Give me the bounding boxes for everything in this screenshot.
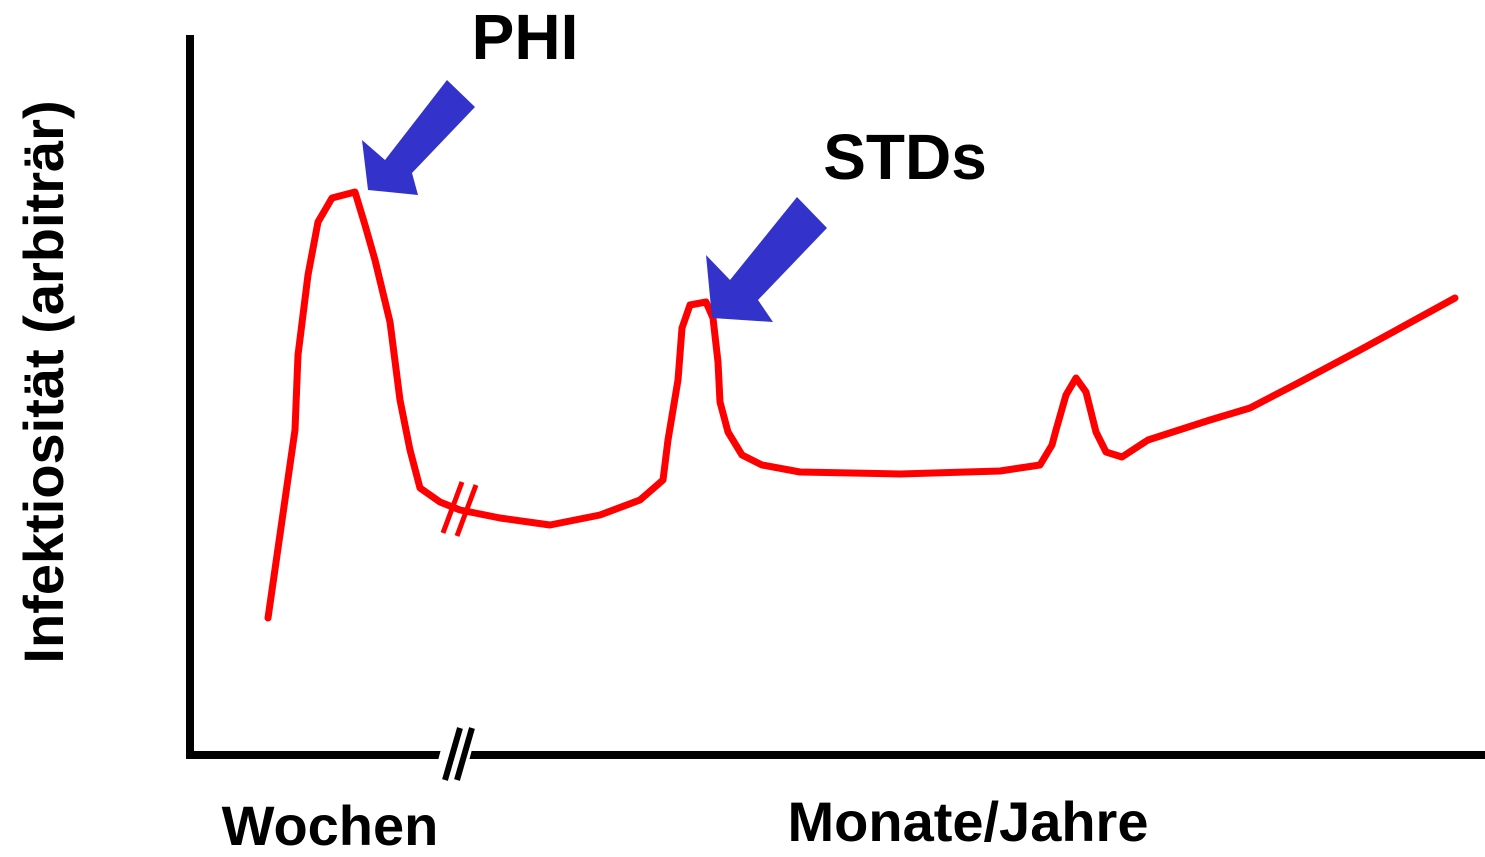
arrow bbox=[362, 80, 475, 195]
curve-break-mark bbox=[440, 481, 465, 534]
axes bbox=[186, 35, 1485, 759]
x-label: Monate/Jahre bbox=[788, 790, 1149, 853]
x-label: Wochen bbox=[222, 794, 439, 857]
annotation: PHI bbox=[472, 1, 579, 73]
infectivity-curve bbox=[264, 188, 1459, 622]
y-axis-label: Infektiosität (arbiträr) bbox=[12, 100, 75, 663]
annotation: STDs bbox=[823, 121, 987, 193]
axis-break-mark bbox=[454, 727, 475, 781]
axis-break-mark bbox=[442, 727, 463, 781]
arrow bbox=[706, 197, 827, 322]
curve-break-mark bbox=[454, 484, 479, 537]
